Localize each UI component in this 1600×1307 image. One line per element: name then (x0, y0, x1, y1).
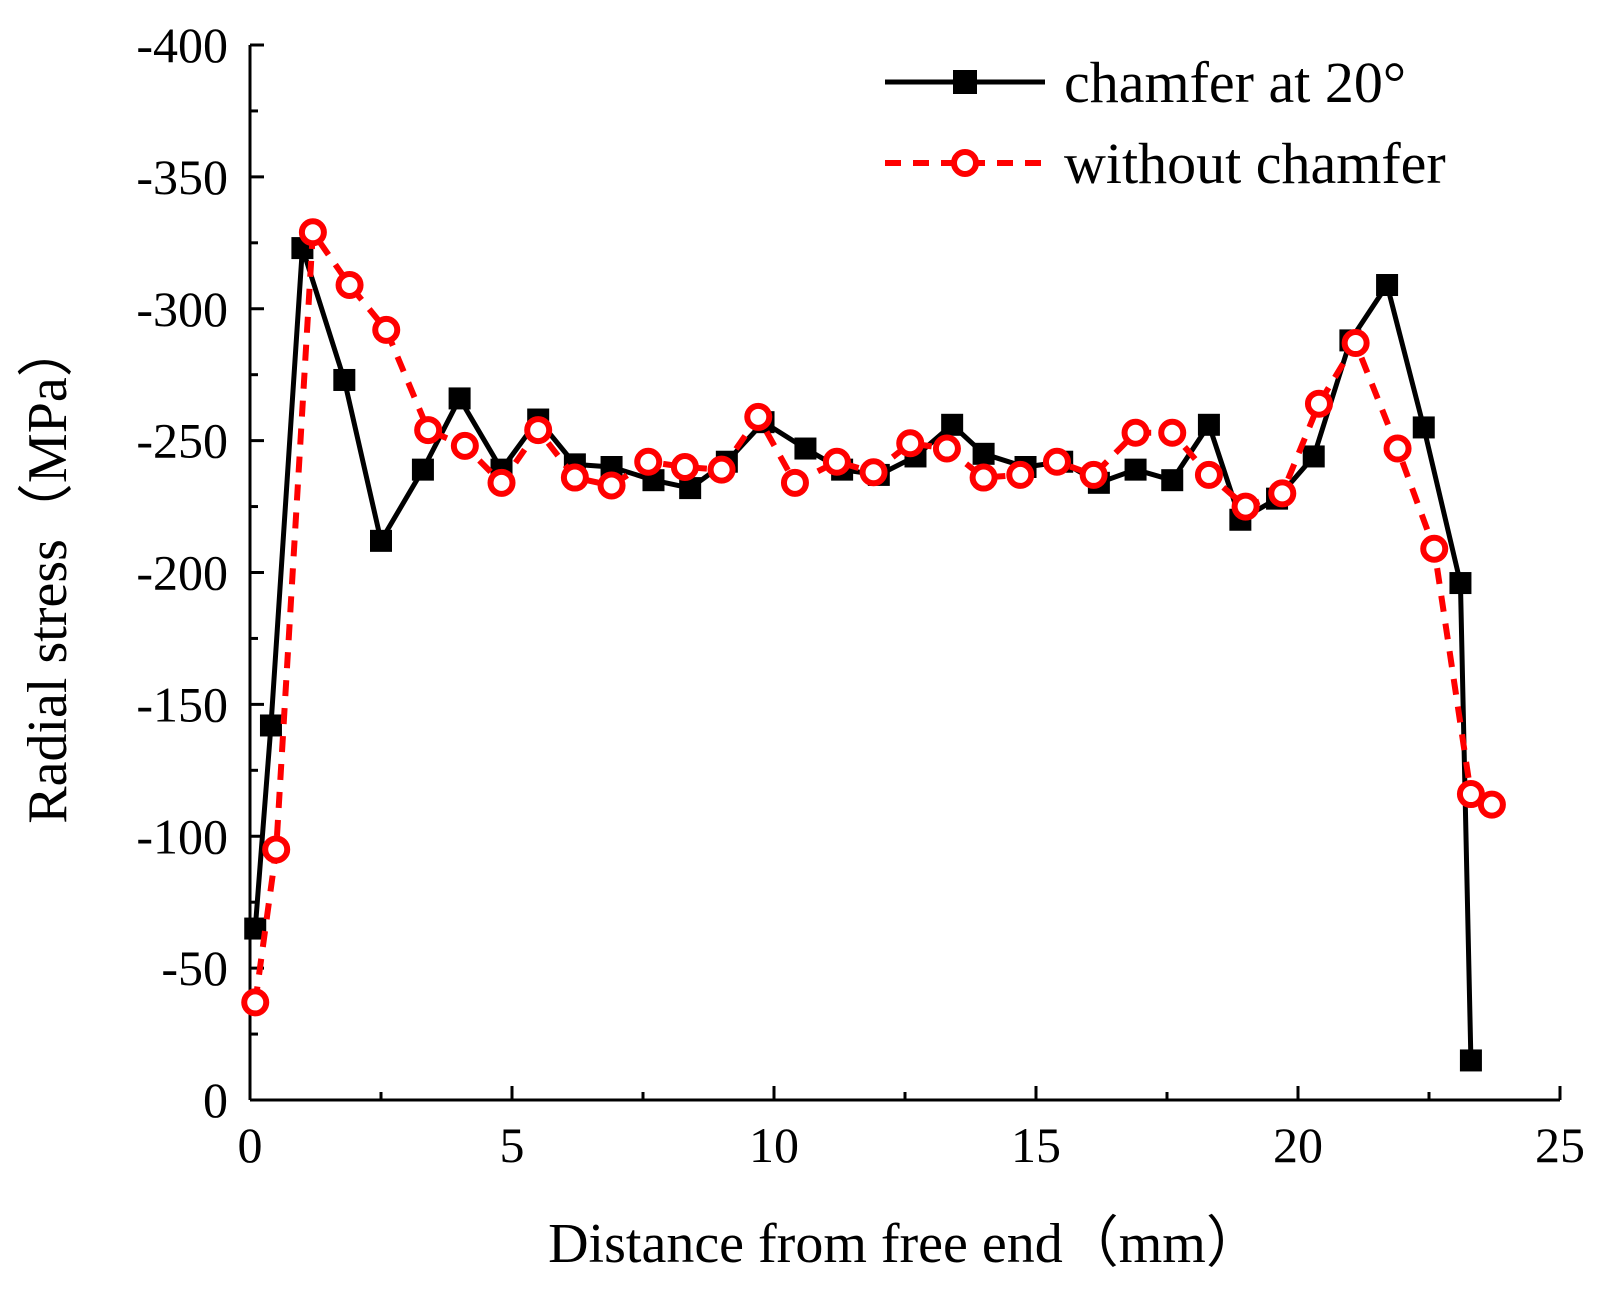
x-axis-title: Distance from free end（mm） (548, 1213, 1262, 1275)
data-point (370, 529, 392, 552)
y-tick-label: -200 (136, 545, 228, 601)
data-point (969, 463, 998, 492)
data-point (1161, 469, 1184, 492)
data-point (1268, 479, 1297, 508)
y-tick-label: -50 (161, 940, 228, 996)
data-point (1124, 458, 1147, 481)
data-point (1231, 492, 1260, 521)
data-point (1194, 460, 1223, 489)
series-without-chamfer (241, 218, 1506, 1017)
data-point (822, 447, 851, 476)
data-point (1006, 460, 1035, 489)
series-line (252, 229, 1494, 1003)
axes: 0 5 10 15 20 25 0 -50 -100 -150 -200 -250 -300 -350 -4… (136, 17, 1585, 1173)
data-point (560, 463, 589, 492)
x-tick-label: 10 (749, 1117, 799, 1173)
data-point (372, 315, 401, 344)
legend-marker (951, 149, 979, 177)
y-tick-label: -300 (136, 281, 228, 337)
x-tick-label: 5 (500, 1117, 525, 1173)
data-point (487, 468, 516, 497)
data-point (411, 458, 434, 481)
data-point (1449, 572, 1472, 595)
legend-label: without chamfer (1064, 131, 1446, 196)
data-point (707, 455, 736, 484)
y-tick-label: -400 (136, 17, 228, 73)
data-point (262, 835, 291, 864)
data-point (1456, 780, 1485, 809)
x-tick-label: 0 (238, 1117, 263, 1173)
series-chamfer-20 (244, 237, 1482, 1072)
data-point (1459, 1049, 1482, 1072)
data-point (333, 368, 356, 391)
plot-area (241, 218, 1506, 1072)
data-point (335, 271, 364, 300)
x-tick-label: 25 (1535, 1117, 1585, 1173)
data-point (780, 468, 809, 497)
y-tick-label: -250 (136, 413, 228, 469)
data-point (679, 477, 702, 500)
data-point (1383, 434, 1412, 463)
y-tick-label: -150 (136, 676, 228, 732)
data-point (972, 442, 995, 465)
data-point (1304, 389, 1333, 418)
data-point (932, 434, 961, 463)
data-point (794, 437, 817, 460)
x-tick-label: 20 (1273, 1117, 1323, 1173)
legend-label: chamfer at 20° (1064, 50, 1406, 115)
legend: chamfer at 20° without chamfer (885, 50, 1446, 196)
y-tick-label: -100 (136, 808, 228, 864)
y-tick-label: 0 (203, 1072, 228, 1128)
series-line (252, 245, 1474, 1061)
data-point (1079, 460, 1108, 489)
data-point (1042, 447, 1071, 476)
data-point (524, 416, 553, 445)
data-point (634, 447, 663, 476)
y-tick-label: -350 (136, 149, 228, 205)
data-point (941, 413, 964, 436)
data-point (241, 988, 270, 1017)
data-point (670, 453, 699, 481)
data-point (1158, 418, 1187, 447)
data-point (1302, 445, 1325, 468)
data-point (1420, 534, 1449, 563)
data-point (450, 431, 479, 460)
y-axis-title: Radial stress（MPa） (17, 321, 79, 823)
data-point (1121, 418, 1150, 447)
data-point (259, 714, 282, 737)
data-point (1412, 416, 1435, 439)
data-point (744, 402, 773, 431)
data-point (597, 471, 626, 500)
data-point (1376, 274, 1399, 297)
data-point (859, 458, 888, 487)
data-point (448, 387, 471, 410)
legend-marker (953, 70, 977, 94)
data-point (1341, 329, 1370, 358)
data-point (298, 218, 327, 247)
data-point (1477, 790, 1506, 819)
data-point (414, 416, 443, 445)
data-point (896, 429, 925, 458)
data-point (600, 456, 623, 478)
data-point (1197, 413, 1220, 436)
data-point (244, 917, 267, 940)
x-tick-label: 15 (1011, 1117, 1061, 1173)
